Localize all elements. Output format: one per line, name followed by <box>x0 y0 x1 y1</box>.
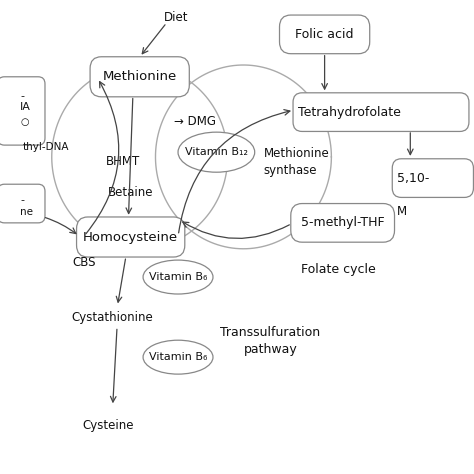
FancyBboxPatch shape <box>293 93 469 131</box>
Text: IA: IA <box>20 102 31 112</box>
FancyBboxPatch shape <box>392 159 474 197</box>
Text: -: - <box>20 195 24 205</box>
Text: 5,10-: 5,10- <box>397 172 429 184</box>
Text: ne: ne <box>20 207 33 217</box>
Text: Methionine: Methionine <box>102 70 177 83</box>
Text: Cysteine: Cysteine <box>82 419 134 432</box>
Text: → DMG: → DMG <box>173 115 216 128</box>
Ellipse shape <box>143 260 213 294</box>
Ellipse shape <box>178 132 255 172</box>
Text: Transsulfuration
pathway: Transsulfuration pathway <box>220 326 320 356</box>
Text: BHMT: BHMT <box>106 155 140 168</box>
Text: thyl-DNA: thyl-DNA <box>22 143 69 153</box>
Ellipse shape <box>143 340 213 374</box>
Text: CBS: CBS <box>72 256 96 269</box>
Text: Cystathionine: Cystathionine <box>72 310 154 324</box>
Text: ○: ○ <box>20 117 28 127</box>
Text: 5-methyl-THF: 5-methyl-THF <box>301 216 384 229</box>
Text: M: M <box>397 205 407 218</box>
Text: Vitamin B₆: Vitamin B₆ <box>149 272 207 282</box>
Text: Tetrahydrofolate: Tetrahydrofolate <box>298 106 401 118</box>
FancyBboxPatch shape <box>0 77 45 145</box>
Text: Vitamin B₁₂: Vitamin B₁₂ <box>185 147 248 157</box>
FancyBboxPatch shape <box>77 217 185 257</box>
FancyBboxPatch shape <box>280 15 370 54</box>
Text: Vitamin B₆: Vitamin B₆ <box>149 352 207 362</box>
Text: Folic acid: Folic acid <box>295 28 354 41</box>
Text: -: - <box>20 91 24 100</box>
Text: Methionine
synthase: Methionine synthase <box>264 146 329 177</box>
FancyBboxPatch shape <box>291 203 394 242</box>
FancyBboxPatch shape <box>90 57 189 97</box>
FancyBboxPatch shape <box>0 184 45 223</box>
Text: Homocysteine: Homocysteine <box>83 230 178 244</box>
Text: Diet: Diet <box>164 11 188 24</box>
Text: Folate cycle: Folate cycle <box>301 264 375 276</box>
Text: Betaine: Betaine <box>108 186 154 199</box>
